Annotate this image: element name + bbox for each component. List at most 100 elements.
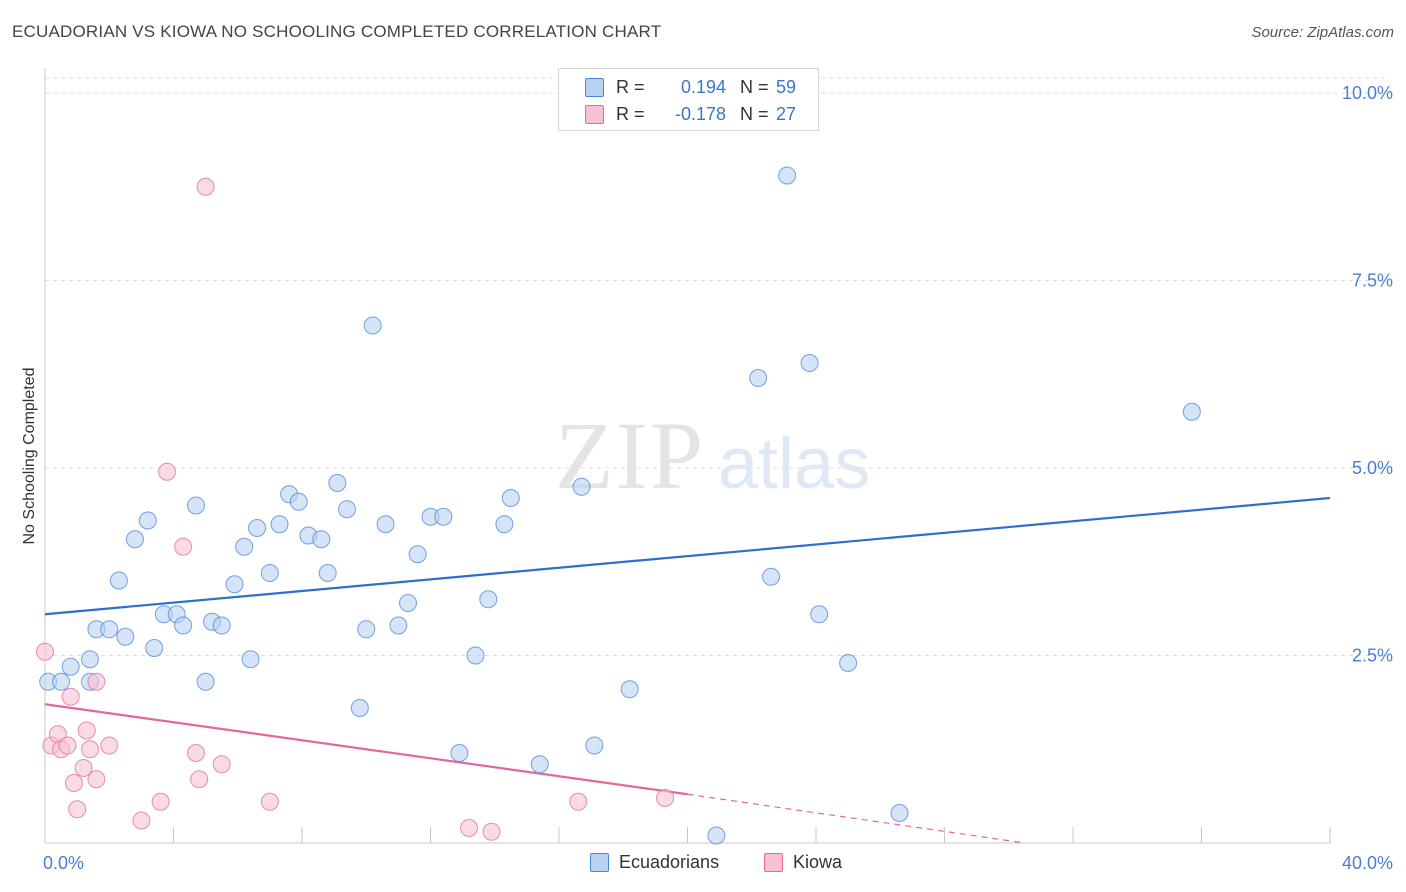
point-ecuadorians[interactable] xyxy=(707,826,726,845)
point-kiowa[interactable] xyxy=(74,759,93,777)
point-kiowa[interactable] xyxy=(656,789,675,807)
point-kiowa[interactable] xyxy=(58,736,77,755)
point-ecuadorians[interactable] xyxy=(1182,402,1201,421)
point-ecuadorians[interactable] xyxy=(241,650,260,669)
point-kiowa[interactable] xyxy=(151,792,170,811)
legend-swatch-blue xyxy=(585,77,604,97)
point-ecuadorians[interactable] xyxy=(328,474,347,492)
point-ecuadorians[interactable] xyxy=(800,354,819,372)
point-ecuadorians[interactable] xyxy=(186,496,205,515)
point-ecuadorians[interactable] xyxy=(116,627,135,646)
point-ecuadorians[interactable] xyxy=(466,646,485,665)
point-ecuadorians[interactable] xyxy=(585,736,604,755)
point-ecuadorians[interactable] xyxy=(495,515,514,534)
point-ecuadorians[interactable] xyxy=(138,511,157,530)
y-tick-label: 10.0% xyxy=(1342,83,1393,103)
y-tick-label: 7.5% xyxy=(1352,271,1393,291)
point-ecuadorians[interactable] xyxy=(778,166,797,185)
point-ecuadorians[interactable] xyxy=(248,519,267,537)
point-ecuadorians[interactable] xyxy=(212,616,231,635)
point-kiowa[interactable] xyxy=(100,736,119,755)
point-ecuadorians[interactable] xyxy=(61,657,80,676)
series-legend-ecuadorians[interactable]: Ecuadorians xyxy=(590,852,719,873)
point-ecuadorians[interactable] xyxy=(357,620,376,639)
point-ecuadorians[interactable] xyxy=(125,530,144,549)
point-ecuadorians[interactable] xyxy=(289,492,308,511)
point-kiowa[interactable] xyxy=(260,792,279,811)
point-kiowa[interactable] xyxy=(174,537,193,556)
legend-row-kiowa: R = -0.178 N = 27 xyxy=(585,102,796,126)
point-ecuadorians[interactable] xyxy=(810,605,829,624)
point-ecuadorians[interactable] xyxy=(52,672,71,691)
point-kiowa[interactable] xyxy=(186,744,205,762)
point-ecuadorians[interactable] xyxy=(749,369,768,387)
axes-layer xyxy=(44,68,1331,844)
legend-swatch-pink xyxy=(585,104,604,124)
point-ecuadorians[interactable] xyxy=(270,515,289,534)
point-ecuadorians[interactable] xyxy=(572,477,591,496)
series-legend: Ecuadorians Kiowa xyxy=(0,852,1406,876)
point-ecuadorians[interactable] xyxy=(225,575,244,594)
point-ecuadorians[interactable] xyxy=(350,699,369,717)
series-label-ecuadorians: Ecuadorians xyxy=(619,852,720,872)
point-ecuadorians[interactable] xyxy=(389,616,408,635)
point-kiowa[interactable] xyxy=(87,672,106,691)
grid-layer xyxy=(45,77,1390,656)
x-tick-label: 40.0% xyxy=(1342,853,1393,873)
point-ecuadorians[interactable] xyxy=(762,567,781,586)
point-ecuadorians[interactable] xyxy=(100,620,119,639)
point-ecuadorians[interactable] xyxy=(839,654,858,672)
point-kiowa[interactable] xyxy=(190,770,209,789)
point-kiowa[interactable] xyxy=(569,792,588,811)
series-legend-kiowa[interactable]: Kiowa xyxy=(764,852,842,873)
legend-r-value: 0.194 xyxy=(680,76,726,97)
series-swatch-pink xyxy=(764,853,783,872)
point-kiowa[interactable] xyxy=(68,800,87,819)
point-kiowa[interactable] xyxy=(482,822,501,841)
point-kiowa[interactable] xyxy=(212,755,231,774)
point-ecuadorians[interactable] xyxy=(620,680,639,699)
y-axis-label: No Schooling Completed xyxy=(21,368,38,545)
point-kiowa[interactable] xyxy=(77,721,96,740)
legend-r-label: R = xyxy=(616,76,645,97)
legend-row-ecuadorians: R = 0.194 N = 59 xyxy=(585,75,796,99)
point-ecuadorians[interactable] xyxy=(363,316,382,335)
point-kiowa[interactable] xyxy=(460,819,479,837)
point-ecuadorians[interactable] xyxy=(260,564,279,582)
legend-n-value: 59 xyxy=(776,76,797,97)
point-ecuadorians[interactable] xyxy=(318,564,337,582)
point-ecuadorians[interactable] xyxy=(530,755,549,774)
watermark: ZIP atlas xyxy=(555,402,870,509)
point-ecuadorians[interactable] xyxy=(235,537,254,556)
point-kiowa[interactable] xyxy=(64,774,83,792)
point-ecuadorians[interactable] xyxy=(890,804,909,822)
point-ecuadorians[interactable] xyxy=(80,650,99,669)
point-ecuadorians[interactable] xyxy=(312,530,331,549)
trend-line-kiowa xyxy=(687,793,1025,844)
point-kiowa[interactable] xyxy=(196,177,215,196)
point-kiowa[interactable] xyxy=(61,687,80,706)
point-ecuadorians[interactable] xyxy=(479,590,498,609)
point-kiowa[interactable] xyxy=(132,811,151,830)
legend-r-label: R = xyxy=(616,103,645,124)
y-tick-label: 5.0% xyxy=(1352,458,1393,478)
points-layer xyxy=(36,166,1201,845)
trend-line-kiowa xyxy=(44,703,688,796)
point-ecuadorians[interactable] xyxy=(399,594,418,612)
y-tick-label: 2.5% xyxy=(1352,646,1393,666)
point-ecuadorians[interactable] xyxy=(408,545,427,564)
point-ecuadorians[interactable] xyxy=(337,500,356,519)
series-label-kiowa: Kiowa xyxy=(793,852,843,872)
point-ecuadorians[interactable] xyxy=(434,507,453,526)
point-kiowa[interactable] xyxy=(87,770,106,789)
point-kiowa[interactable] xyxy=(80,740,99,759)
point-ecuadorians[interactable] xyxy=(196,672,215,691)
point-kiowa[interactable] xyxy=(36,642,54,661)
point-ecuadorians[interactable] xyxy=(376,515,395,534)
point-ecuadorians[interactable] xyxy=(145,639,164,657)
point-ecuadorians[interactable] xyxy=(109,571,128,590)
point-ecuadorians[interactable] xyxy=(501,489,520,507)
point-ecuadorians[interactable] xyxy=(450,744,469,762)
point-ecuadorians[interactable] xyxy=(174,616,193,635)
point-kiowa[interactable] xyxy=(158,462,177,481)
